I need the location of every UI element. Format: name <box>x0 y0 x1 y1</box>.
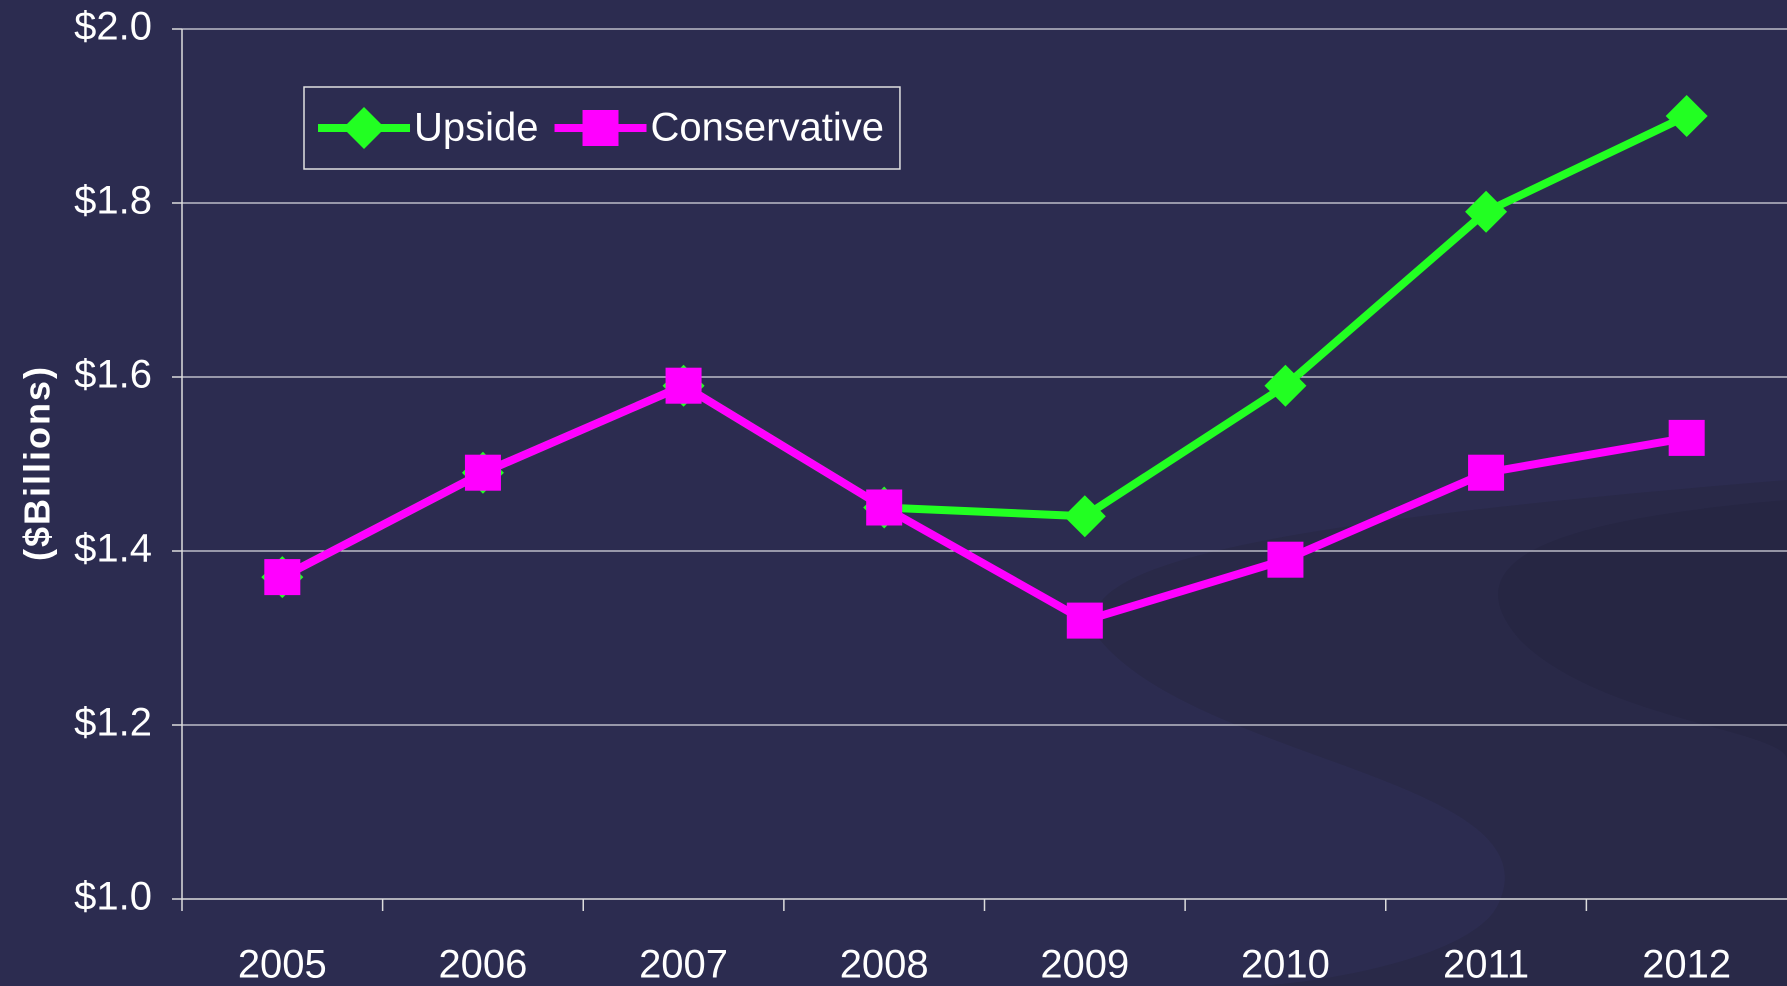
data-point <box>1067 603 1103 639</box>
chart: ($Billions) $1.0 $1.2 $1.4 $1.6 $1.8 $2.0 2005… <box>0 0 1787 986</box>
x-tick-label: 2009 <box>1040 943 1129 986</box>
data-point <box>1669 420 1705 456</box>
data-point <box>1267 542 1303 578</box>
x-tick-label: 2006 <box>438 943 527 986</box>
y-tick-label: $2.0 <box>74 5 152 49</box>
legend-text: Conservative <box>651 106 884 150</box>
data-point <box>866 490 902 526</box>
x-tick-label: 2007 <box>639 943 728 986</box>
y-tick-label: $1.0 <box>74 875 152 919</box>
x-tick-label: 2005 <box>238 943 327 986</box>
y-axis-label: ($Billions) <box>17 365 58 561</box>
x-tick-label: 2008 <box>840 943 929 986</box>
data-point <box>1468 455 1504 491</box>
x-tick-label: 2012 <box>1642 943 1731 986</box>
x-tick-label: 2010 <box>1241 943 1330 986</box>
y-tick-label: $1.4 <box>74 527 152 571</box>
y-tick-label: $1.2 <box>74 701 152 745</box>
data-point <box>666 368 702 404</box>
data-point <box>465 455 501 491</box>
y-tick-label: $1.8 <box>74 179 152 223</box>
x-tick-label: 2011 <box>1443 943 1529 986</box>
legend-text: Upside <box>414 106 539 150</box>
data-point <box>264 559 300 595</box>
legend-marker <box>583 110 619 146</box>
y-tick-label: $1.6 <box>74 353 152 397</box>
